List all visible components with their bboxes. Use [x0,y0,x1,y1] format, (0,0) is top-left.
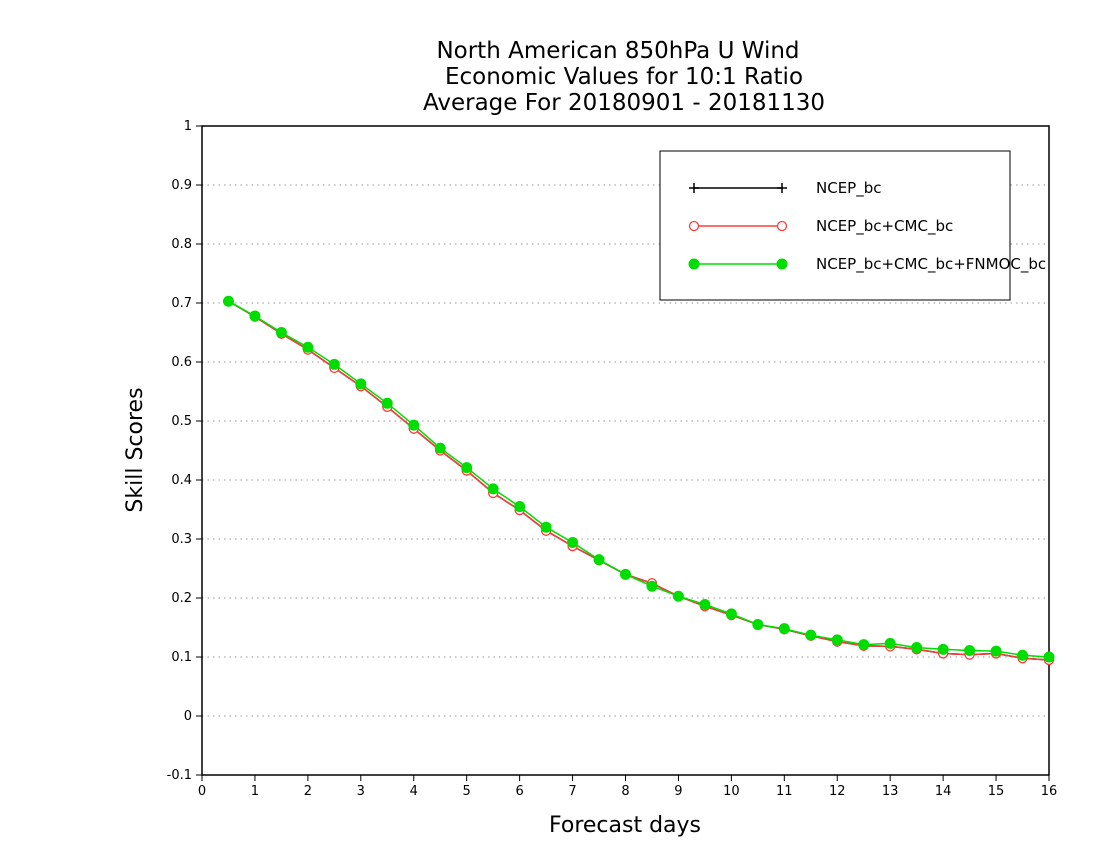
legend-item-ncep-bc-cmc-bc-fnmoc-bc: NCEP_bc+CMC_bc+FNMOC_bc [688,255,1046,274]
data-point [778,623,790,635]
x-tick-label: 10 [723,784,740,799]
x-tick-label: 2 [304,784,312,799]
legend-item-ncep-bc: NCEP_bc [689,179,882,198]
data-point [355,378,367,390]
data-point [381,397,393,409]
chart-title-line-3: Average For 20180901 - 20181130 [423,90,825,116]
x-tick-label: 0 [198,784,206,799]
y-tick-label: 0.6 [171,355,192,370]
x-tick-label: 6 [515,784,523,799]
y-tick-label: -0.1 [167,768,192,783]
series-line [228,300,1050,658]
series-line [228,300,1050,661]
grid-lines [202,184,1049,717]
x-tick-label: 7 [568,784,576,799]
data-point [990,645,1002,657]
y-tick-label: 0.5 [171,414,192,429]
axis-ticks: -0.100.10.20.30.40.50.60.70.80.910 1 2 3 4 5 6… [167,119,1058,799]
series-ncep-bc-cmc-bc-fnmoc-bc [222,295,1055,663]
data-point [1043,651,1055,663]
x-tick-label: 8 [621,784,629,799]
data-point [593,554,605,566]
chart-title-line-1: North American 850hPa U Wind [436,38,799,64]
y-tick-label: 0.4 [171,473,192,488]
legend-marker [689,183,699,193]
x-tick-label: 12 [829,784,846,799]
series-layer [222,295,1055,666]
data-point [725,608,737,620]
data-point [434,442,446,454]
data-point [540,521,552,533]
data-point [884,637,896,649]
series-ncep-bc [223,296,1054,665]
legend-items: NCEP_bc NCEP_bc+CMC_bc NCEP_bc+CMC_bc+FNMO… [688,179,1046,274]
x-tick-label: 9 [674,784,682,799]
legend: NCEP_bc NCEP_bc+CMC_bc NCEP_bc+CMC_bc+FNMO… [659,150,1046,301]
y-axis-label: Skill Scores [123,387,148,512]
data-point [646,580,658,592]
x-tick-label: 5 [463,784,471,799]
data-point [328,358,340,370]
x-tick-label: 1 [251,784,259,799]
x-tick-label: 11 [776,784,793,799]
data-point [222,295,234,307]
data-point [805,629,817,641]
data-point [408,419,420,431]
legend-marker [688,220,700,232]
x-tick-label: 14 [935,784,952,799]
legend-label: NCEP_bc+CMC_bc+FNMOC_bc [816,255,1046,274]
legend-marker [776,258,788,270]
data-point [1017,649,1029,661]
data-point [249,310,261,322]
data-point [752,619,764,631]
y-tick-label: 0 [184,709,192,724]
x-tick-label: 16 [1041,784,1058,799]
legend-item-ncep-bc-cmc-bc: NCEP_bc+CMC_bc [688,217,953,236]
data-point [461,462,473,474]
data-point [911,642,923,654]
series-ncep-bc-cmc-bc [223,296,1055,666]
data-point [858,639,870,651]
data-point [275,327,287,338]
y-tick-label: 0.1 [171,650,192,665]
x-tick-label: 3 [357,784,365,799]
x-tick-label: 15 [988,784,1005,799]
legend-label: NCEP_bc+CMC_bc [816,217,953,236]
y-tick-label: 0.3 [171,532,192,547]
y-tick-label: 1 [184,119,192,134]
data-point [831,634,843,646]
data-point [620,568,631,580]
y-tick-label: 0.2 [171,591,192,606]
y-tick-label: 0.9 [171,178,192,193]
data-point [699,598,711,610]
data-point [487,483,499,495]
legend-marker [776,220,788,232]
data-point [672,590,684,602]
data-point [937,643,949,655]
data-point [302,341,314,353]
x-axis-label: Forecast days [549,813,701,838]
series-line [228,300,1050,661]
chart-title-line-2: Economic Values for 10:1 Ratio [445,64,803,90]
x-tick-label: 13 [882,784,899,799]
data-point [567,537,579,549]
y-tick-label: 0.8 [171,237,192,252]
legend-marker [688,258,700,270]
legend-label: NCEP_bc [816,179,882,198]
x-tick-label: 4 [410,784,418,799]
legend-marker [777,183,787,193]
data-point [514,501,526,513]
y-tick-label: 0.7 [171,296,192,311]
data-point [964,645,976,657]
